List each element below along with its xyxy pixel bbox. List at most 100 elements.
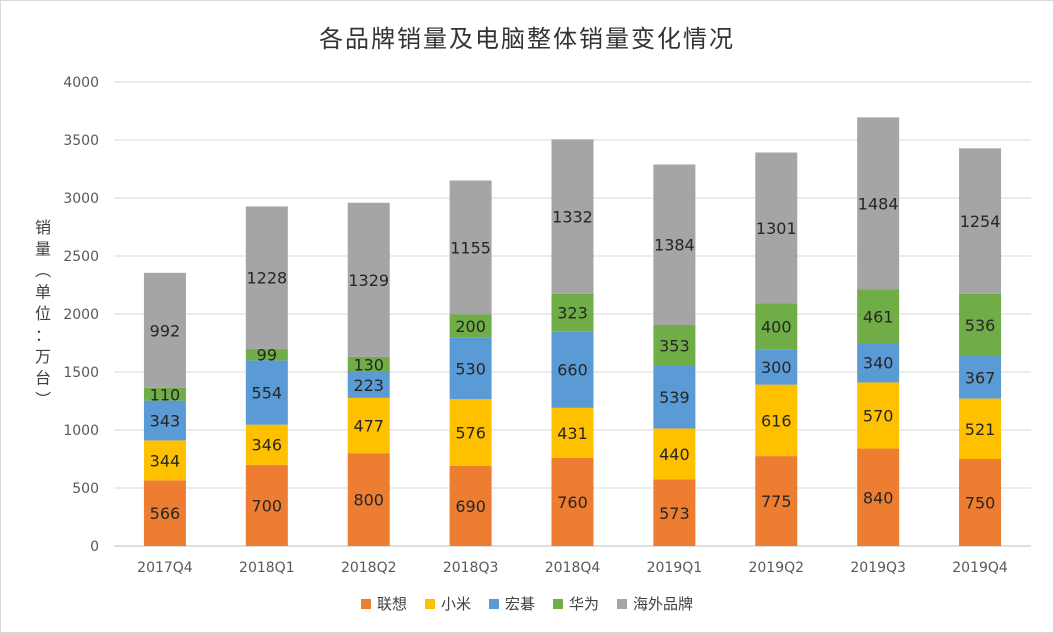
y-axis-title-char: 销 bbox=[35, 218, 51, 237]
y-tick-label: 500 bbox=[72, 481, 99, 497]
x-tick-label: 2019Q1 bbox=[647, 560, 703, 576]
legend-label: 华为 bbox=[569, 595, 600, 613]
data-label: 1228 bbox=[246, 269, 287, 288]
x-tick-label: 2019Q3 bbox=[850, 560, 906, 576]
data-label: 840 bbox=[863, 488, 894, 507]
legend-item: 宏碁 bbox=[488, 593, 535, 614]
data-label: 539 bbox=[659, 388, 690, 407]
x-tick-label: 2018Q3 bbox=[443, 560, 499, 576]
bar-segment bbox=[551, 331, 594, 408]
bar-segment bbox=[959, 355, 1002, 399]
x-tick-label: 2018Q4 bbox=[545, 560, 601, 576]
legend: 联想 小米 宏碁 华为 海外品牌 bbox=[1, 593, 1053, 614]
data-label: 700 bbox=[252, 496, 283, 515]
y-axis-label: 销量 （ 单位 ： 万台 ） bbox=[33, 218, 52, 407]
bar-segment bbox=[551, 457, 594, 546]
bar-segment bbox=[449, 465, 492, 546]
bar-segment bbox=[755, 349, 798, 385]
data-label: 477 bbox=[353, 417, 384, 436]
data-label: 616 bbox=[761, 411, 792, 430]
bar-segment bbox=[653, 479, 696, 546]
bar-segment bbox=[449, 314, 492, 338]
bar-segment bbox=[143, 480, 186, 546]
legend-label: 宏碁 bbox=[504, 595, 535, 613]
bar-segment bbox=[347, 453, 390, 546]
y-axis-title-char: 单 bbox=[35, 283, 51, 302]
bar-segment bbox=[857, 289, 900, 343]
data-label: 750 bbox=[965, 494, 996, 513]
bar-segment bbox=[959, 293, 1002, 356]
data-label: 353 bbox=[659, 336, 690, 355]
x-tick-label: 2019Q4 bbox=[952, 560, 1008, 576]
data-label: 1332 bbox=[552, 208, 593, 227]
data-label: 300 bbox=[761, 358, 792, 377]
data-label: 992 bbox=[150, 321, 181, 340]
data-label: 760 bbox=[557, 493, 588, 512]
bar-segment bbox=[755, 456, 798, 546]
x-tick-label: 2018Q1 bbox=[239, 560, 295, 576]
chart-title: 各品牌销量及电脑整体销量变化情况 bbox=[319, 25, 735, 53]
y-axis-title-char: 位 bbox=[35, 304, 51, 323]
bar-segment bbox=[245, 348, 288, 361]
bar-segment bbox=[449, 180, 492, 315]
axes: 0 500 1000 1500 2000 2500 3000 3500 4000 2017Q4 20… bbox=[63, 75, 1008, 576]
data-label: 110 bbox=[150, 385, 181, 404]
data-label: 1384 bbox=[654, 236, 695, 255]
data-label: 576 bbox=[455, 424, 486, 443]
legend-item: 小米 bbox=[424, 593, 471, 614]
data-label: 323 bbox=[557, 304, 588, 323]
bar-segment bbox=[347, 356, 390, 372]
bar-segment bbox=[755, 152, 798, 304]
data-label: 440 bbox=[659, 445, 690, 464]
bar-segment bbox=[551, 139, 594, 294]
bar-segment bbox=[143, 400, 186, 441]
bar-segment bbox=[857, 117, 900, 290]
data-label: 344 bbox=[150, 451, 181, 470]
data-label: 99 bbox=[257, 346, 277, 365]
data-label: 570 bbox=[863, 407, 894, 426]
data-label: 554 bbox=[252, 384, 283, 403]
y-tick-label: 1000 bbox=[63, 423, 99, 439]
data-label: 1301 bbox=[756, 219, 797, 238]
x-tick-label: 2019Q2 bbox=[748, 560, 804, 576]
bar-segment bbox=[143, 272, 186, 388]
bar-segment bbox=[959, 398, 1002, 459]
data-label: 566 bbox=[150, 504, 181, 523]
y-tick-label: 3000 bbox=[63, 191, 99, 207]
bar-segment bbox=[755, 384, 798, 457]
legend-swatch bbox=[424, 598, 435, 609]
data-label: 521 bbox=[965, 420, 996, 439]
bar-segment bbox=[449, 399, 492, 466]
data-label: 530 bbox=[455, 359, 486, 378]
data-label: 400 bbox=[761, 318, 792, 337]
bar-segment bbox=[755, 303, 798, 350]
legend-swatch bbox=[488, 598, 499, 609]
y-tick-label: 2000 bbox=[63, 307, 99, 323]
data-label: 1484 bbox=[858, 194, 899, 213]
data-label: 343 bbox=[150, 412, 181, 431]
legend-item: 华为 bbox=[553, 593, 599, 614]
legend-label: 联想 bbox=[376, 595, 407, 613]
bar-segment bbox=[959, 459, 1002, 546]
x-tick-label: 2017Q4 bbox=[137, 560, 193, 576]
data-label: 130 bbox=[353, 355, 384, 374]
y-axis-title: 销量 （ 单位 ： 万台 ） bbox=[33, 218, 52, 407]
bar-segment bbox=[857, 448, 900, 546]
bar-segment bbox=[245, 464, 288, 546]
data-label: 690 bbox=[455, 497, 486, 516]
y-axis-title-char: ） bbox=[33, 391, 52, 407]
data-label: 573 bbox=[659, 504, 690, 523]
data-label: 1155 bbox=[450, 238, 491, 257]
bar-segment bbox=[551, 293, 594, 332]
legend-swatch bbox=[553, 598, 563, 609]
bar-segment bbox=[143, 387, 186, 401]
legend-label: 海外品牌 bbox=[633, 595, 694, 613]
bar-segment bbox=[653, 365, 696, 429]
bar-segment bbox=[245, 360, 288, 425]
data-label: 340 bbox=[863, 354, 894, 373]
y-tick-label: 0 bbox=[90, 539, 99, 555]
bar-segment bbox=[653, 325, 696, 366]
data-labels: 566 700 800 690 760 573 775 840 750 344 346 477 576 4… bbox=[150, 194, 1001, 523]
data-label: 800 bbox=[353, 491, 384, 510]
bar-segment bbox=[857, 343, 900, 383]
